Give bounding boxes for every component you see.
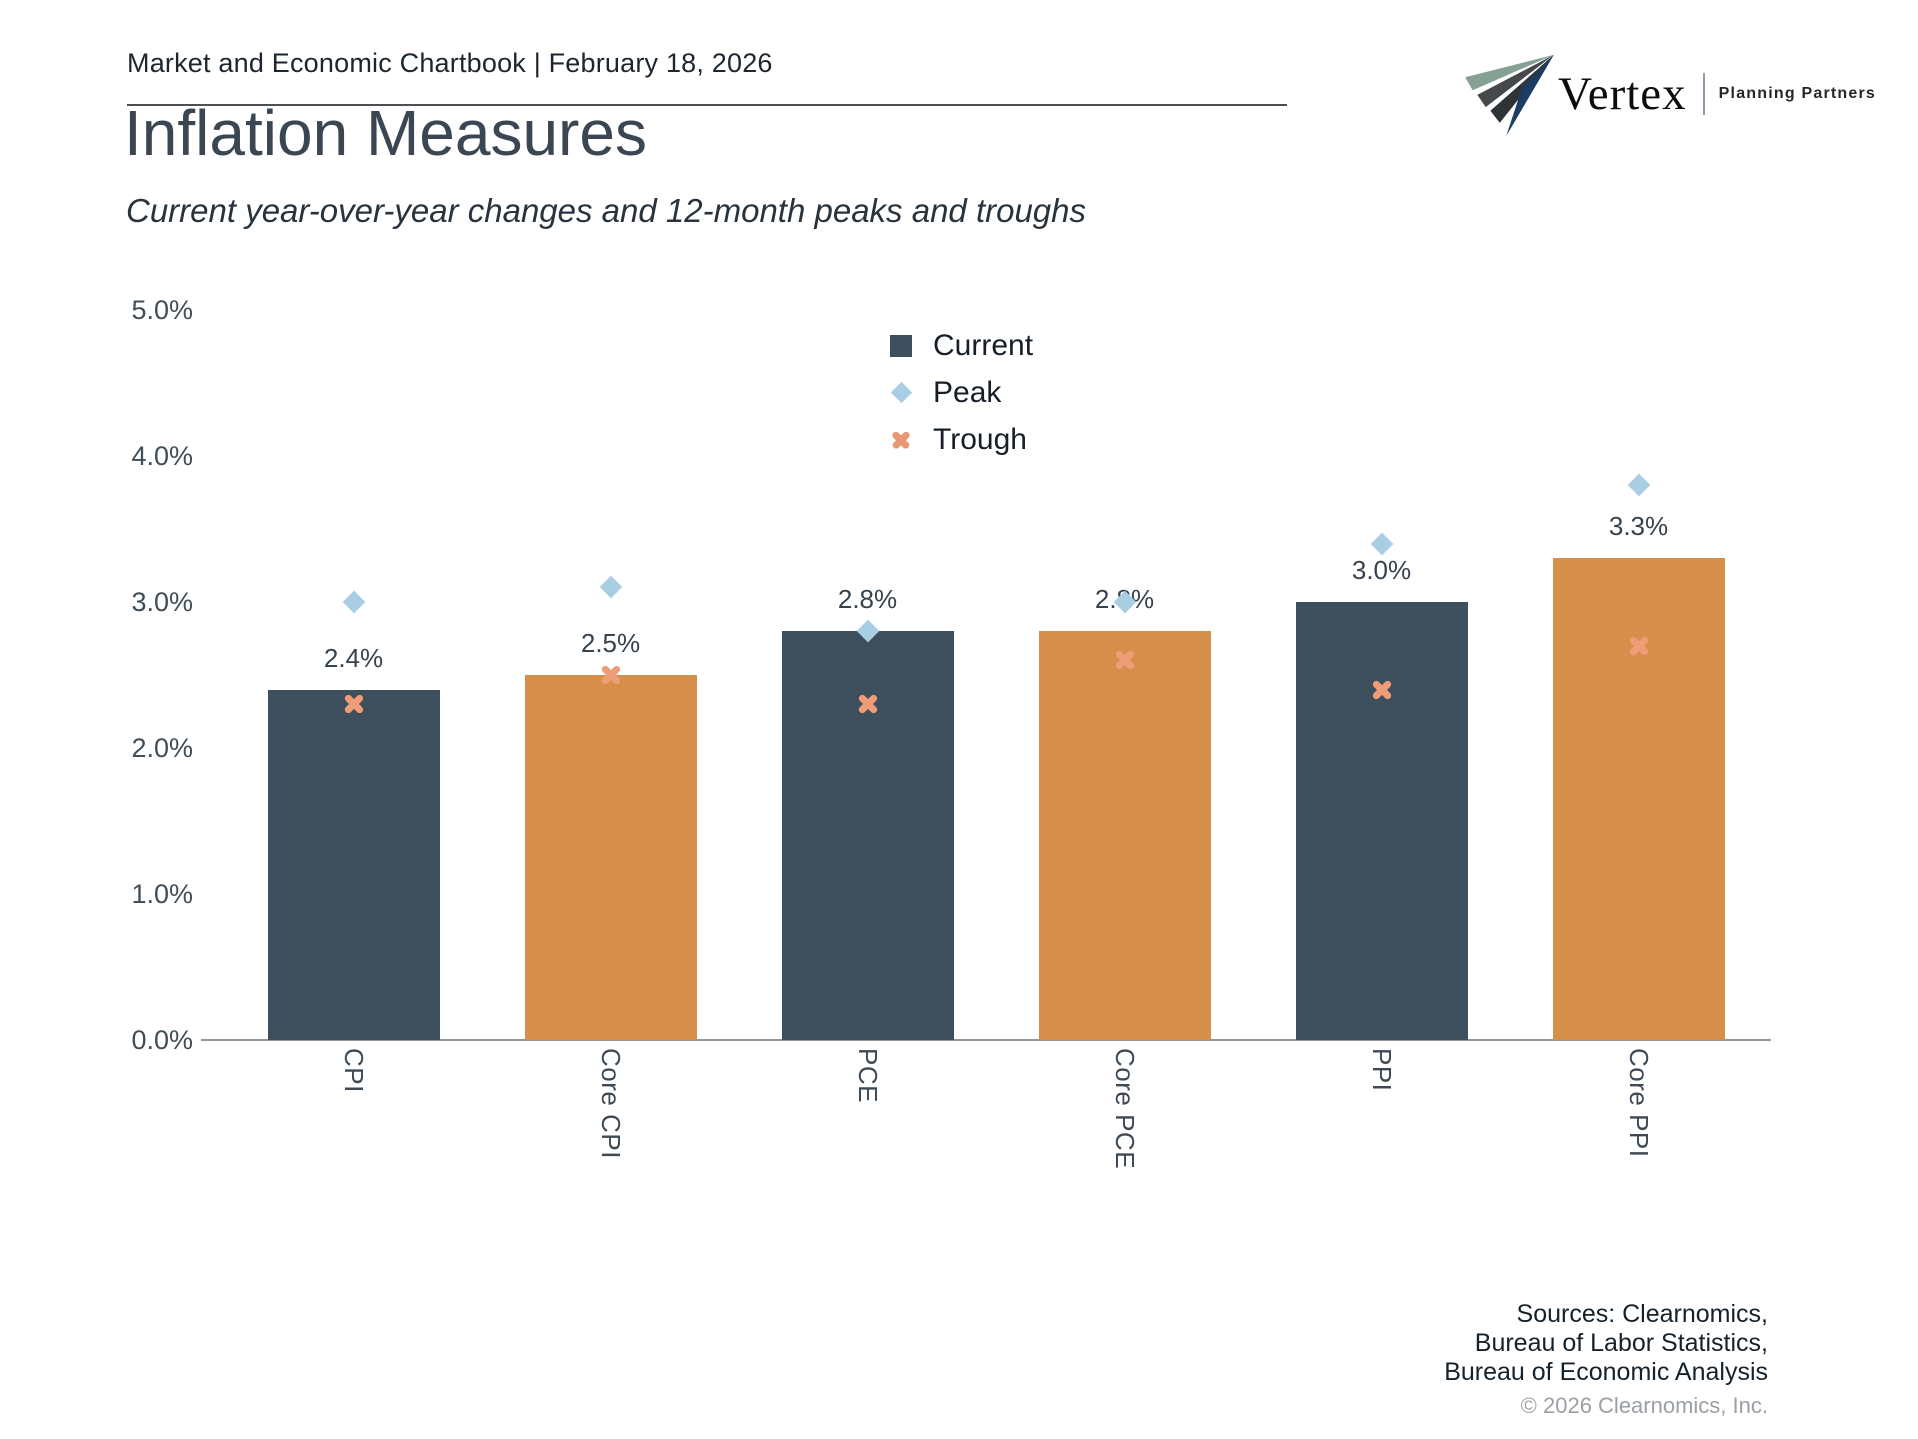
peak-marker-cpi (342, 590, 365, 614)
trough-marker-core-pce (1114, 649, 1136, 671)
category-label-pce: PCE (853, 1048, 883, 1103)
legend-label: Current (933, 328, 1034, 362)
column-cpi: 2.4% CPI (267, 310, 440, 1093)
category-label-core-cpi: Core CPI (596, 1048, 626, 1159)
square-shape (890, 334, 912, 357)
chart-legend: Current Peak Trough (887, 322, 1033, 463)
category-label-core-ppi: Core PPI (1624, 1048, 1654, 1158)
category-label-ppi: PPI (1367, 1048, 1397, 1092)
column-core-ppi: 3.3% Core PPI (1552, 310, 1725, 1158)
legend-label: Peak (933, 375, 1002, 409)
peak-marker-ppi (1370, 532, 1393, 555)
value-label-pce: 2.8% (837, 584, 898, 615)
legend-item-peak: Peak (887, 369, 1033, 416)
trough-marker-core-cpi (600, 664, 622, 686)
bar-current-core-pce (1038, 631, 1211, 1040)
y-tick-label: 5.0% (131, 295, 193, 325)
trough-marker-core-ppi (1628, 635, 1650, 657)
sources-note: Sources: Clearnomics, Bureau of Labor St… (1444, 1300, 1768, 1420)
legend-item-trough: Trough (887, 416, 1033, 463)
peak-marker-core-cpi (599, 576, 622, 599)
column-core-pce: 2.8%Core PCE (1038, 310, 1211, 1169)
bar-current-ppi (1295, 602, 1468, 1040)
copyright-note: © 2026 Clearnomics, Inc. (1520, 1393, 1768, 1418)
column-pce: 2.8% PCE (781, 310, 954, 1103)
legend-item-current: Current (887, 322, 1033, 369)
y-tick-label: 2.0% (131, 733, 193, 763)
logo-brand: Vertex (1558, 68, 1687, 120)
bar-current-cpi (267, 689, 440, 1040)
value-label-ppi: 3.0% (1351, 555, 1412, 585)
square-marker-icon (887, 332, 915, 360)
trough-marker-cpi (343, 693, 365, 715)
trough-marker-pce (857, 693, 879, 715)
trough-marker-ppi (1371, 679, 1393, 701)
sources-line: Sources: Clearnomics, (1516, 1300, 1768, 1328)
column-ppi: 3.0% PPI (1295, 310, 1468, 1091)
logo-divider (1702, 73, 1705, 115)
logo-tagline: Planning Partners (1718, 85, 1876, 102)
vertex-logo: Vertex Planning Partners (1458, 52, 1876, 136)
y-tick-label: 1.0% (131, 879, 193, 909)
x-axis-line (201, 1039, 1771, 1041)
category-label-core-pce: Core PCE (1110, 1048, 1140, 1170)
header-divider (127, 104, 1287, 106)
value-label-core-cpi: 2.5% (580, 628, 641, 658)
sources-line: Bureau of Economic Analysis (1444, 1358, 1768, 1386)
page-subtitle: Current year-over-year changes and 12-mo… (126, 192, 1087, 229)
y-tick-label: 3.0% (131, 587, 193, 617)
peak-marker-core-ppi (1627, 473, 1650, 497)
page-title: Inflation Measures (124, 97, 647, 169)
value-label-core-ppi: 3.3% (1608, 511, 1669, 542)
chartbook-header: Market and Economic Chartbook | February… (127, 48, 773, 78)
plot-area: Current Peak Trough 2.4% CPI 2.5% Core CPI 2.8… (201, 310, 1771, 1169)
bar-current-core-ppi (1552, 558, 1725, 1040)
value-label-cpi: 2.4% (323, 642, 384, 673)
bar-current-core-cpi (524, 675, 697, 1040)
legend-label: Trough (933, 422, 1027, 456)
category-label-cpi: CPI (339, 1048, 369, 1093)
sources-line: Bureau of Labor Statistics, (1474, 1329, 1768, 1357)
y-tick-label: 4.0% (131, 441, 193, 471)
y-tick-label: 0.0% (131, 1025, 193, 1055)
column-core-cpi: 2.5% Core CPI (524, 310, 697, 1159)
vertex-logo-icon (1465, 54, 1554, 136)
